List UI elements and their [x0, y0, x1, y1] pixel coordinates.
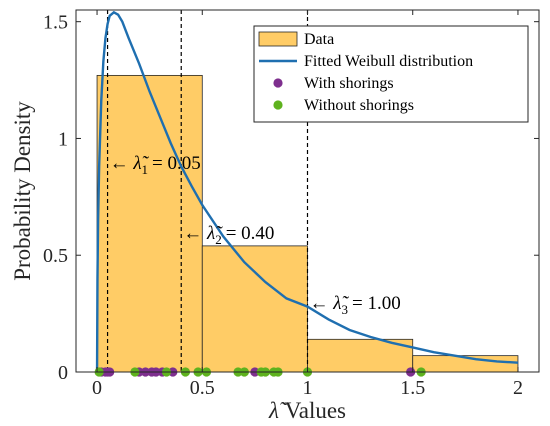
x-axis-label: λ̃ Values [268, 398, 346, 423]
threshold-annotations: ← λ̃1 = 0.05 ← λ̃2 = 0.40 ← λ̃3 = 1.00 [110, 153, 401, 317]
threshold-lines [106, 10, 309, 372]
legend-label: Without shorings [304, 97, 414, 114]
x-tick-label: 0 [92, 377, 102, 399]
x-tick-label: 2 [513, 377, 523, 399]
y-tick-label: 1.5 [43, 12, 68, 34]
legend: Data Fitted Weibull distribution With shor… [253, 25, 529, 123]
y-tick-label: 0.5 [43, 245, 68, 267]
threshold-label: ← λ̃3 = 1.00 [310, 293, 401, 317]
threshold-label: ← λ̃2 = 0.40 [183, 223, 274, 247]
legend-swatch-data [258, 31, 298, 47]
weibull-fit-curve [95, 10, 519, 373]
threshold-label: ← λ̃1 = 0.05 [110, 153, 201, 177]
legend-box [253, 25, 529, 123]
legend-swatch-marker [273, 100, 283, 110]
legend-swatch-marker [273, 78, 283, 88]
y-axis-label: Probability Density [10, 101, 35, 281]
legend-label: Data [304, 31, 334, 48]
legend-label: Fitted Weibull distribution [304, 53, 473, 70]
x-tick-label: 1.5 [400, 377, 425, 399]
y-tick-label: 0 [58, 362, 68, 384]
histogram-bar [96, 74, 203, 373]
x-tick-label: 0.5 [190, 377, 215, 399]
histogram-bar [201, 245, 308, 373]
x-tick-label: 1 [303, 377, 313, 399]
legend-label: With shorings [304, 75, 394, 92]
axis-ticks: 0 0.5 1 1.5 2 0 0.5 1 1.5 [43, 10, 539, 399]
y-tick-label: 1 [58, 128, 68, 150]
